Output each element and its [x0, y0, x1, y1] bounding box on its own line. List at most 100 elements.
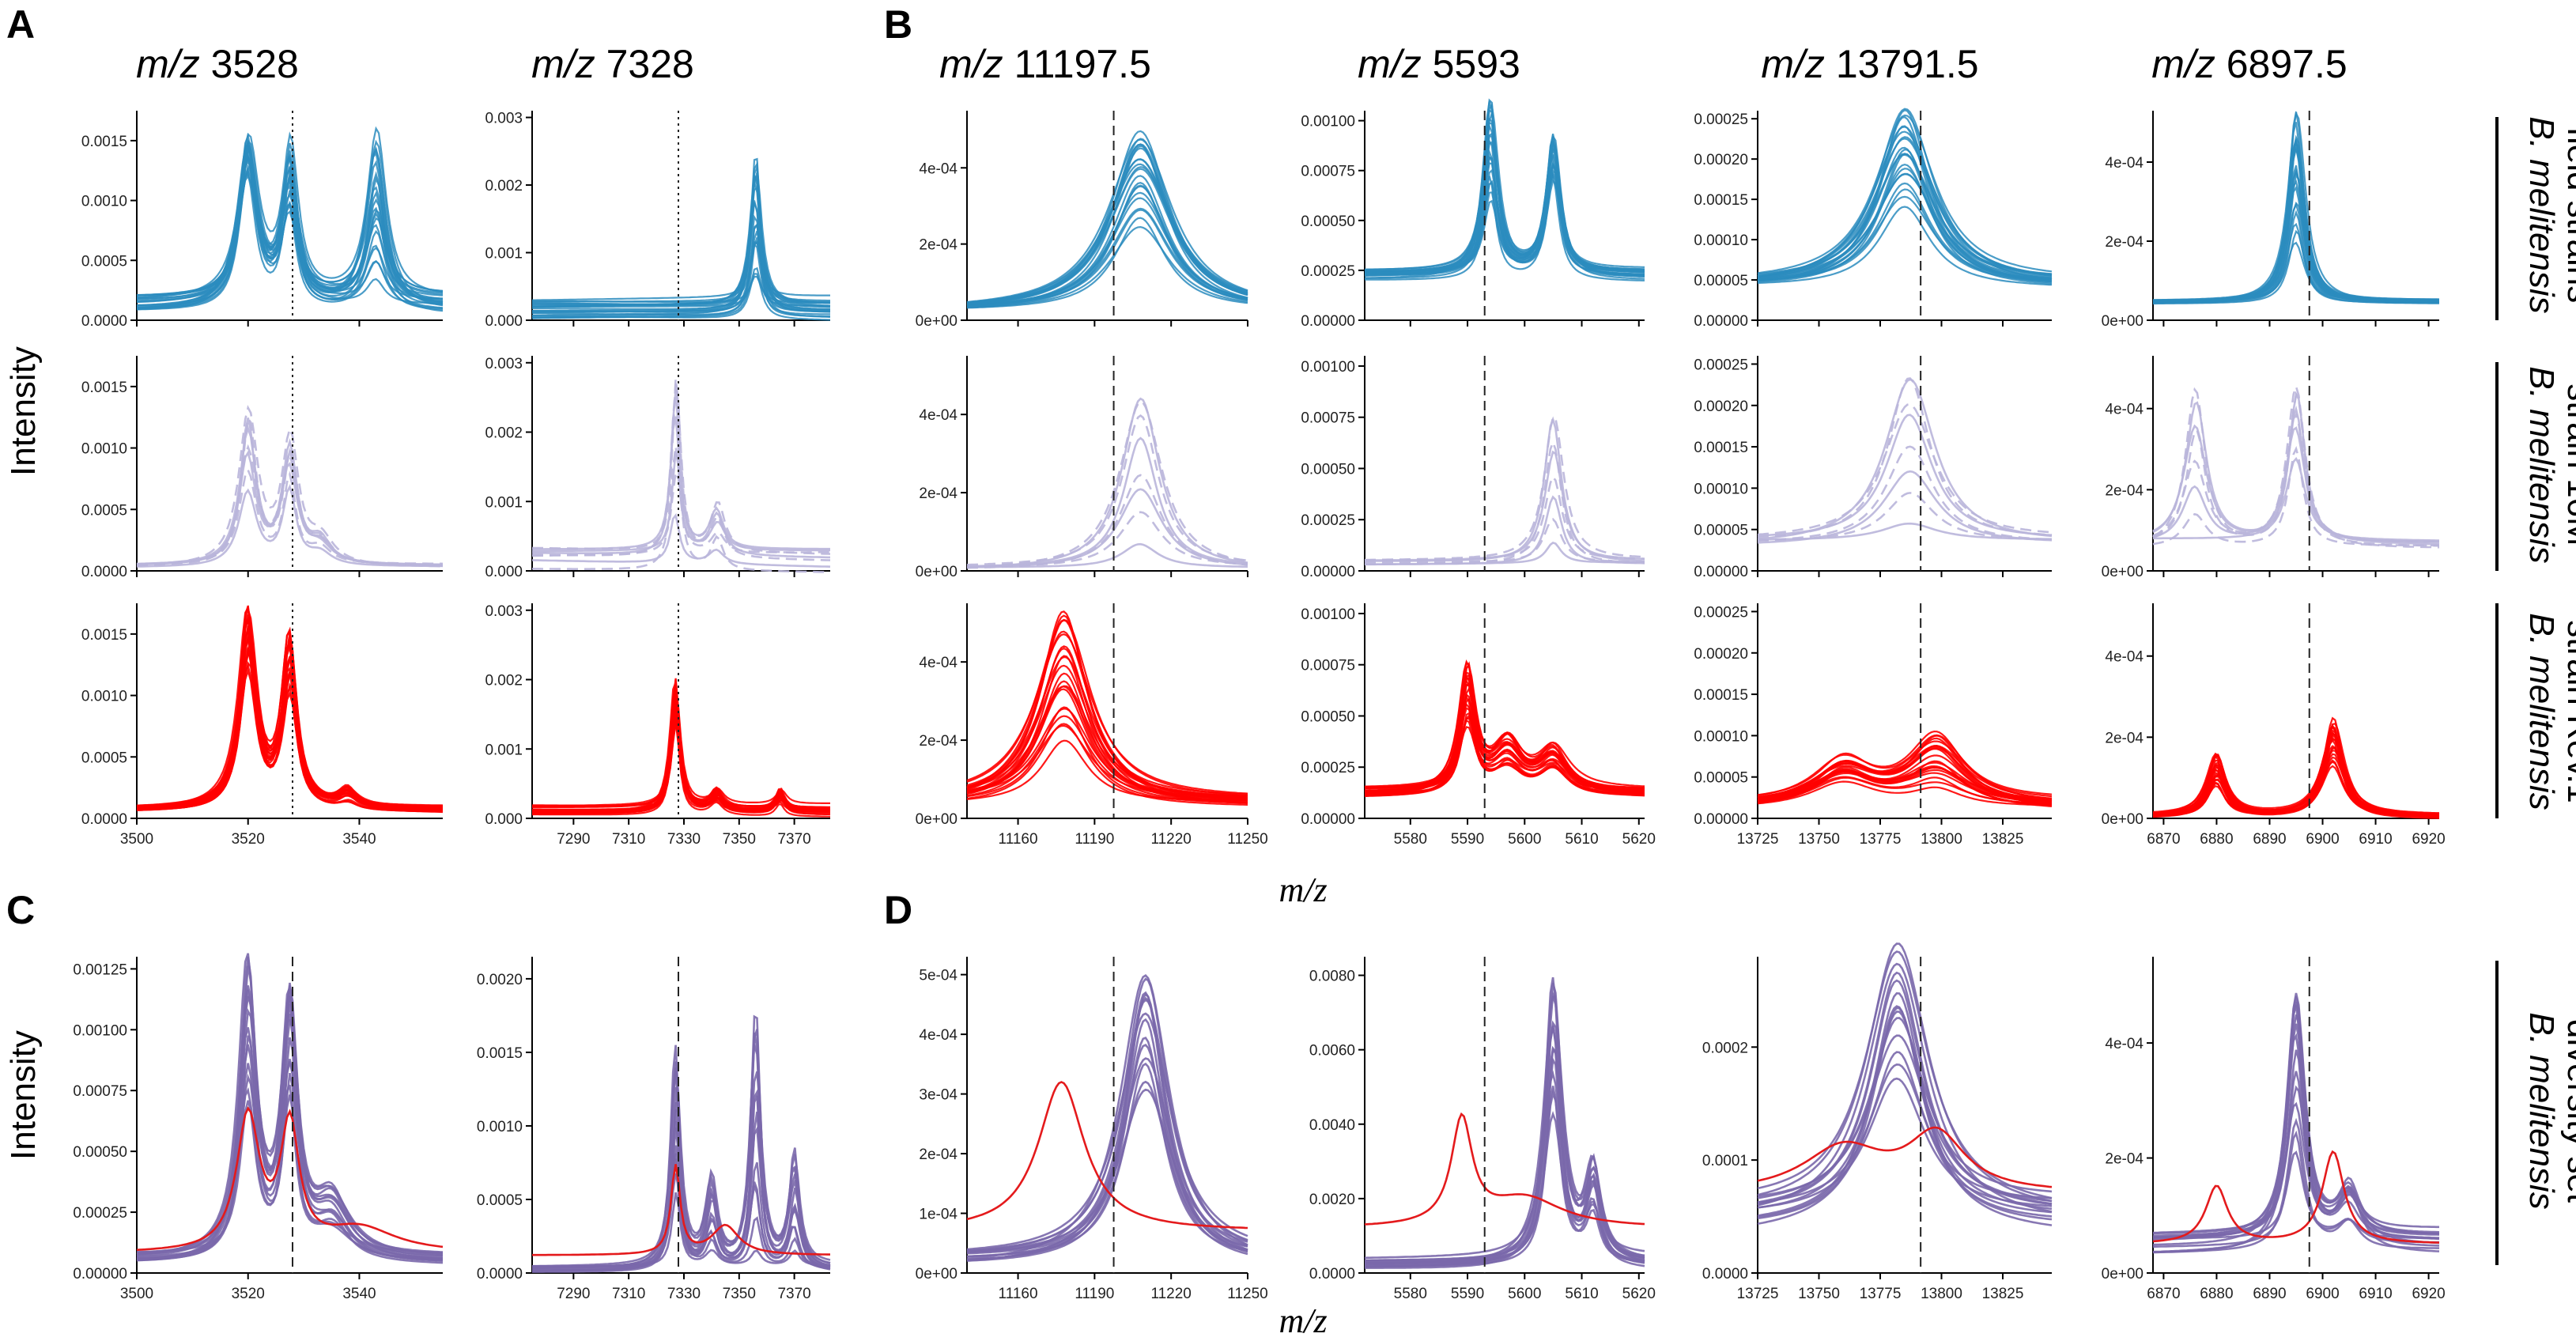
- x-tick-label: 11160: [999, 1286, 1038, 1302]
- spectrum-line: [1757, 206, 2053, 286]
- row-label-strain-rev1: B. melitensisstrain Rev.1: [2522, 613, 2576, 810]
- spectrum-line: [1365, 416, 1645, 562]
- panel-letter-d: D: [884, 888, 912, 932]
- spectrum-line: [136, 1072, 444, 1260]
- spectrum-line: [532, 214, 830, 303]
- panel-r3-c6: 0e+00 2e-04 4e-04 6870 6880 6890 6900 6910 6920: [2102, 603, 2446, 848]
- column-title-6: m/z 6897.5: [2151, 42, 2347, 86]
- spectrum-line: [136, 157, 444, 312]
- panel-r3-c1: 0.0000 0.0005 0.0010 0.0015 3500 3520 3540: [81, 603, 444, 848]
- spectrum-line: [2153, 202, 2439, 303]
- panel-r2-c5: 0.00000 0.00005 0.00010 0.00015 0.00020 0.000…: [1694, 356, 2053, 580]
- y-tick-label: 0e+00: [916, 313, 958, 330]
- x-tick-label: 7290: [557, 1286, 590, 1302]
- spectrum-line: [531, 451, 830, 553]
- panel-r1-c1: 0.0000 0.0005 0.0010 0.0015: [81, 111, 444, 330]
- spectrum-line: [136, 625, 444, 814]
- spectrum-line: [2153, 138, 2440, 304]
- spectrum-line: [1365, 683, 1645, 791]
- panel-r4-c3: 0e+00 1e-04 2e-04 3e-04 4e-04 5e-04 11160 11190…: [916, 957, 1268, 1302]
- x-tick-label: 13775: [1860, 831, 1902, 848]
- y-tick-label: 0.003: [485, 111, 523, 127]
- column-title-2: m/z 7328: [531, 42, 694, 86]
- panel-r3-c5: 0.00000 0.00005 0.00010 0.00015 0.00020 0.000…: [1694, 603, 2053, 848]
- spectra-lines: [1757, 942, 2053, 1226]
- spectrum-line: [1365, 661, 1645, 788]
- panel-r2-c2: 0.000 0.001 0.002 0.003: [485, 356, 831, 580]
- y-tick-label: 0.003: [485, 356, 523, 372]
- spectrum-line: [1365, 495, 1645, 565]
- y-tick-label: 0.0000: [477, 1266, 523, 1282]
- y-tick-label: 4e-04: [2105, 402, 2144, 418]
- x-tick-label: 5610: [1565, 1286, 1598, 1302]
- row-label-diversity-set: B. melitensisdiversity set: [2522, 1012, 2576, 1209]
- y-tick-label: 0e+00: [916, 1266, 958, 1282]
- y-axis-label-top: Intensity: [4, 346, 43, 476]
- panel-r1-c4: 0.00000 0.00025 0.00050 0.00075 0.00100: [1301, 98, 1645, 330]
- spectrum-line: [136, 138, 444, 308]
- spectrum-line: [966, 474, 1248, 569]
- spectrum-line: [2152, 392, 2440, 546]
- x-tick-label: 5600: [1508, 831, 1541, 848]
- y-tick-label: 2e-04: [919, 1146, 958, 1163]
- spectrum-line: [532, 236, 830, 319]
- y-axis-label-bottom: Intensity: [4, 1030, 43, 1160]
- x-tick-label: 6920: [2412, 831, 2445, 848]
- y-tick-label: 0.001: [485, 742, 523, 758]
- y-tick-label: 0.0000: [81, 811, 127, 828]
- spectrum-line: [1364, 1026, 1645, 1267]
- spectrum-line: [2152, 1023, 2440, 1241]
- spectrum-line: [966, 630, 1248, 802]
- panel-r3-c2: 0.000 0.001 0.002 0.003 7290 7310 7330 7350 7370: [485, 603, 831, 848]
- y-tick-label: 0.000: [485, 313, 523, 330]
- spectrum-line: [136, 995, 444, 1260]
- spectrum-line: [966, 217, 1248, 309]
- spectrum-line: [1365, 450, 1645, 561]
- y-tick-label: 0.00000: [1301, 313, 1355, 330]
- spectrum-line: [532, 173, 831, 313]
- spectrum-line: [136, 1035, 444, 1262]
- panel-r1-c2: 0.000 0.001 0.002 0.003: [485, 111, 831, 330]
- x-tick-label: 7350: [723, 1286, 756, 1302]
- y-tick-label: 4e-04: [919, 407, 958, 424]
- spectrum-line-outlier: [1364, 1112, 1645, 1226]
- y-tick-label: 0.00075: [73, 1083, 127, 1100]
- spectrum-line: [966, 974, 1248, 1260]
- spectrum-line: [1757, 109, 2053, 282]
- spectrum-line: [1364, 138, 1645, 276]
- x-tick-label: 13750: [1798, 1286, 1840, 1302]
- x-tick-label: 5590: [1451, 831, 1484, 848]
- y-tick-label: 0.0010: [81, 689, 127, 705]
- panel-r3-c3: 0e+00 2e-04 4e-04 11160 11190 11220 11250: [916, 603, 1268, 848]
- y-tick-label: 0.00000: [1694, 811, 1748, 828]
- y-tick-label: 0e+00: [2102, 313, 2144, 330]
- spectrum-line: [1757, 492, 2053, 542]
- y-tick-label: 0.00000: [1301, 811, 1355, 828]
- y-tick-label: 0.001: [485, 494, 523, 511]
- y-tick-label: 0.0005: [81, 253, 127, 270]
- spectra-lines: [136, 953, 444, 1264]
- spectra-lines: [136, 605, 444, 814]
- panel-letter-c: C: [6, 888, 35, 932]
- spectrum-line: [1365, 1026, 1645, 1267]
- spectrum-line: [1757, 992, 2053, 1226]
- x-tick-label: 5600: [1508, 1286, 1541, 1302]
- spectra-lines: [136, 405, 444, 568]
- y-tick-label: 0.00010: [1694, 232, 1748, 249]
- spectrum-line: [136, 484, 444, 568]
- spectrum-line: [966, 130, 1248, 304]
- spectrum-line: [1757, 971, 2053, 1206]
- x-tick-label: 11190: [1075, 1286, 1114, 1302]
- spectrum-line: [1757, 780, 2053, 806]
- spectra-panels: 0.00000.00050.00100.00150.0000.0010.0020…: [73, 98, 2446, 1302]
- spectrum-line: [532, 175, 830, 312]
- y-tick-label: 2e-04: [2105, 1151, 2144, 1168]
- x-axis-label-top: m/z: [1279, 871, 1327, 909]
- spectrum-line: [1757, 1063, 2053, 1225]
- spectrum-line: [966, 145, 1248, 308]
- spectrum-line: [532, 157, 831, 308]
- x-tick-label: 6900: [2306, 1286, 2339, 1302]
- spectrum-line: [966, 400, 1248, 569]
- spectra-lines: [1364, 976, 1645, 1269]
- spectra-lines: [531, 378, 831, 573]
